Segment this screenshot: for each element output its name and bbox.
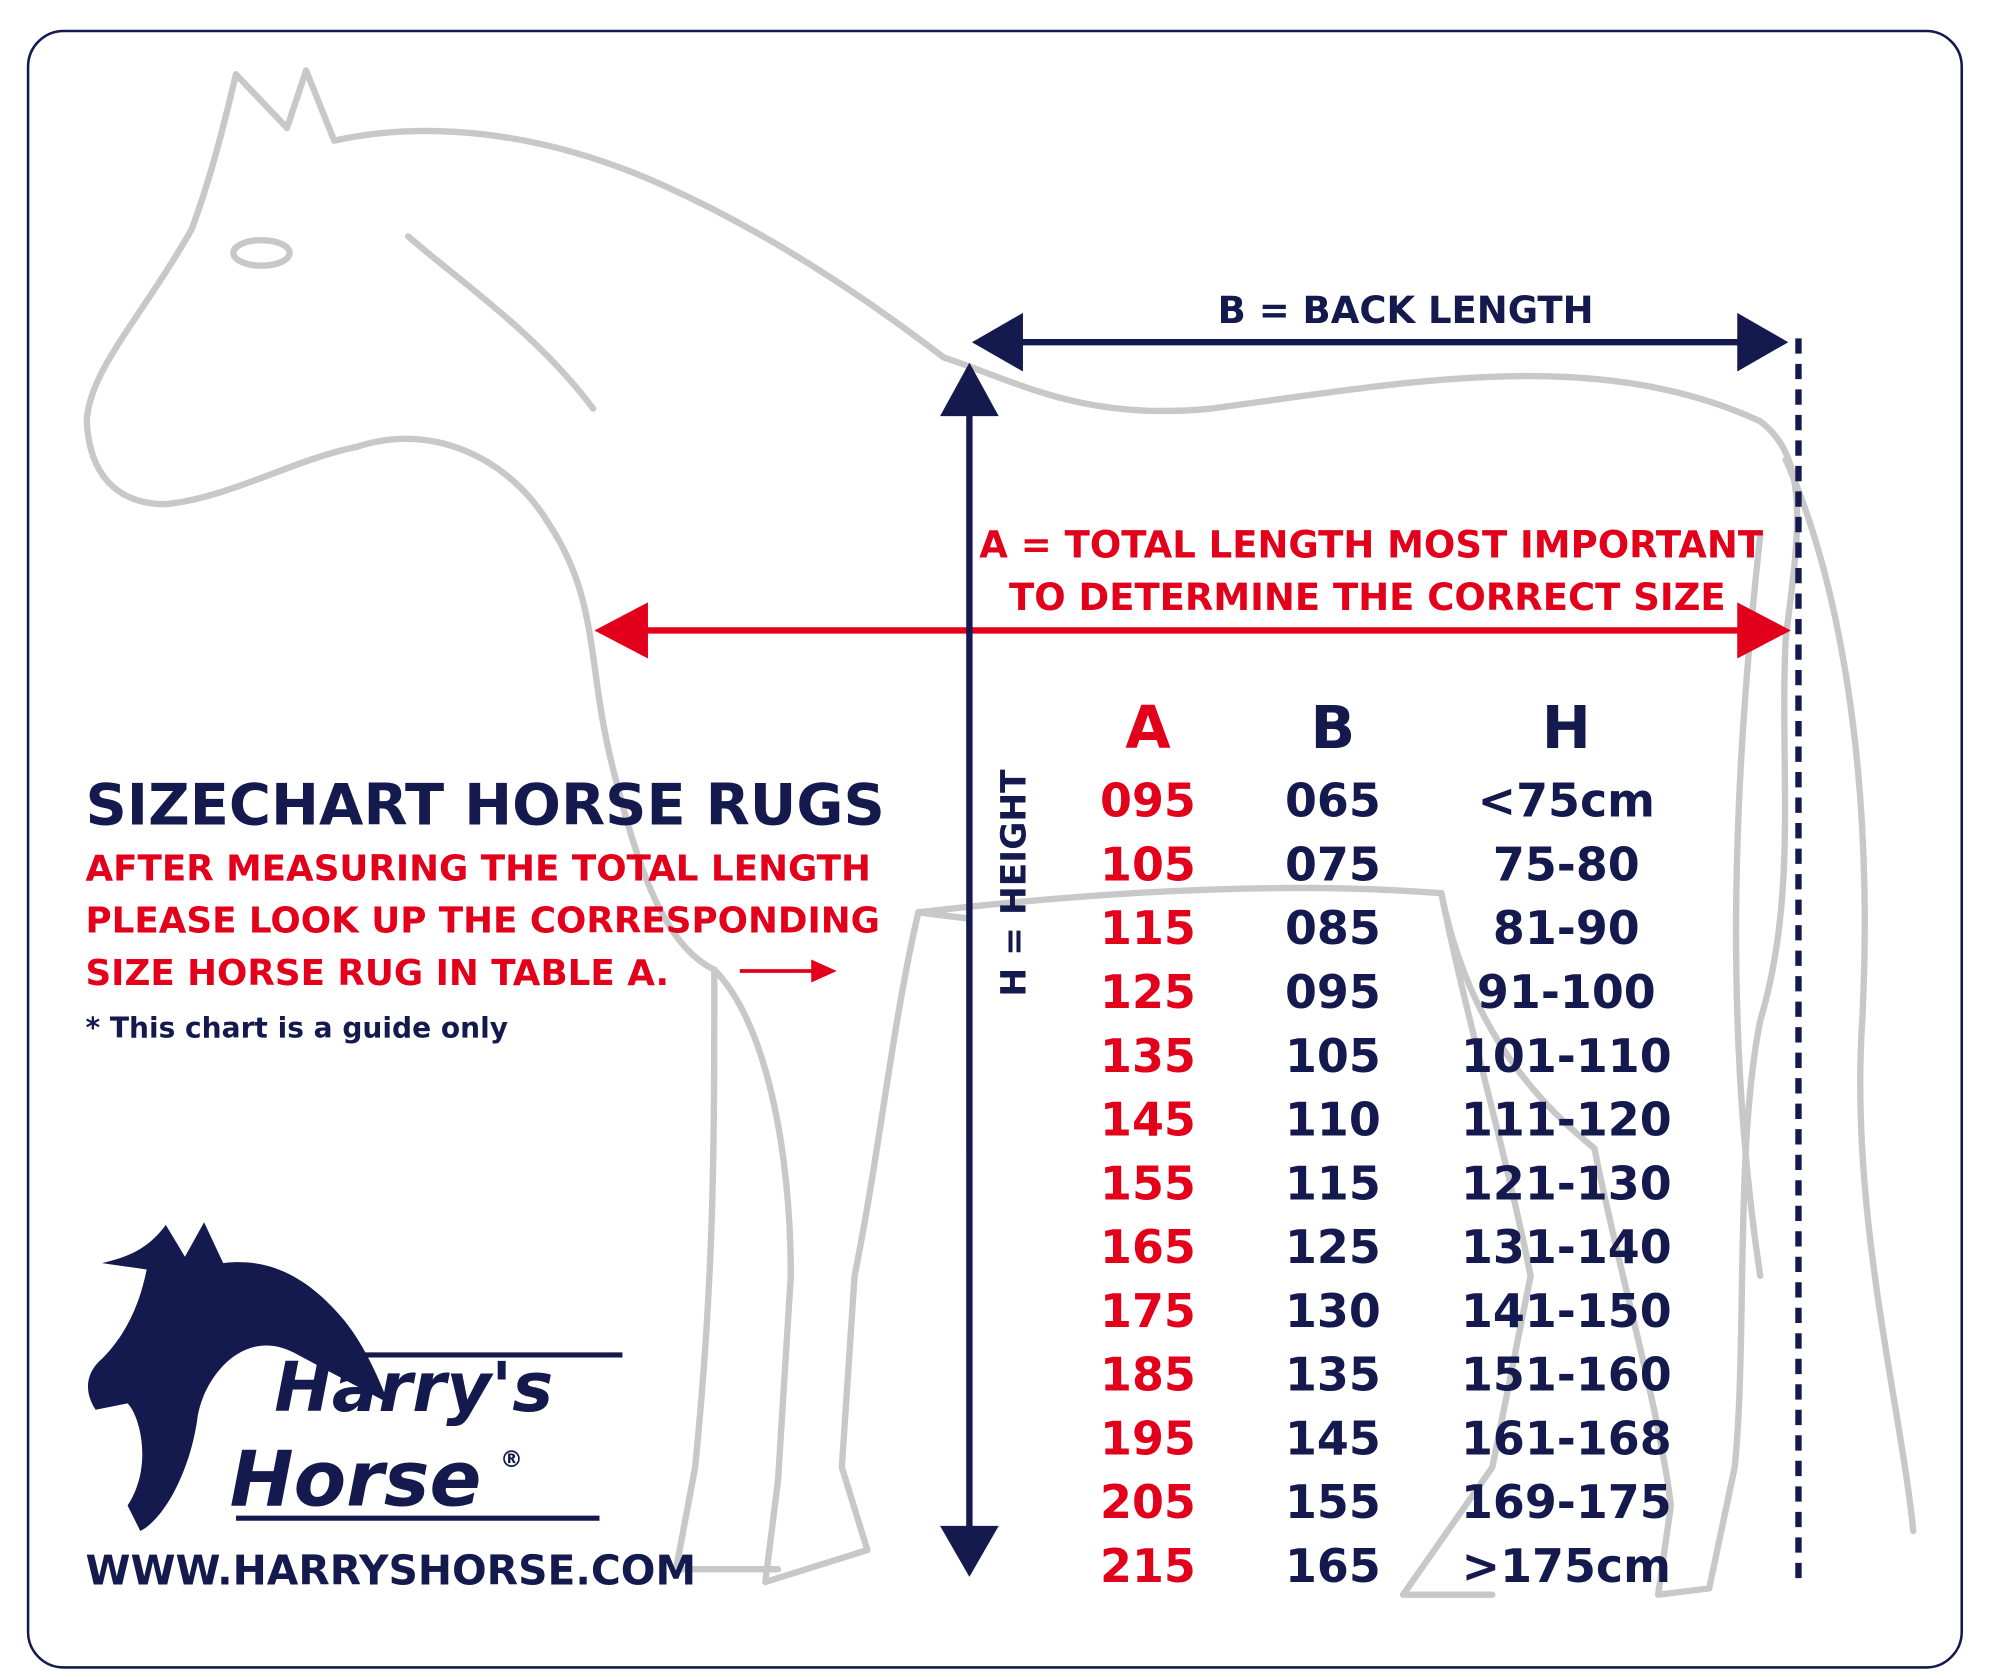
horse-head-logo-icon — [87, 1222, 390, 1531]
instruction-line-2: PLEASE LOOK UP THE CORRESPONDING — [85, 901, 880, 942]
back-length-arrow — [971, 312, 1789, 372]
size-a-cell: 095 — [1100, 774, 1196, 828]
size-a-cell: 175 — [1100, 1284, 1196, 1338]
total-length-label-line2: TO DETERMINE THE CORRECT SIZE — [1009, 576, 1726, 619]
size-b-cell: 155 — [1285, 1475, 1381, 1529]
size-h-cell: 91-100 — [1477, 965, 1656, 1019]
table-row: 215 165 >175cm — [1100, 1539, 1671, 1593]
size-b-cell: 085 — [1285, 901, 1381, 955]
size-a-cell: 105 — [1100, 837, 1196, 891]
logo-registered-mark: ® — [500, 1447, 523, 1473]
back-length-label: B = BACK LENGTH — [1218, 289, 1594, 332]
size-h-cell: 151-160 — [1461, 1348, 1672, 1402]
size-b-cell: 135 — [1285, 1348, 1381, 1402]
logo-text-horse: Horse — [230, 1435, 482, 1524]
size-a-cell: 205 — [1100, 1475, 1196, 1529]
size-h-cell: 131-140 — [1461, 1220, 1672, 1274]
size-a-cell: 195 — [1100, 1411, 1196, 1465]
table-row: 115 085 81-90 — [1100, 901, 1640, 955]
table-row: 195 145 161-168 — [1100, 1411, 1672, 1465]
table-row: 125 095 91-100 — [1100, 965, 1656, 1019]
size-h-cell: 169-175 — [1461, 1475, 1672, 1529]
total-length-label-line1: A = TOTAL LENGTH MOST IMPORTANT — [979, 524, 1764, 567]
header-h: H — [1542, 694, 1591, 762]
instruction-line-1: AFTER MEASURING THE TOTAL LENGTH — [85, 848, 870, 889]
card-border — [26, 29, 1964, 1669]
size-a-cell: 125 — [1100, 965, 1196, 1019]
size-h-cell: <75cm — [1478, 774, 1655, 828]
header-a: A — [1125, 694, 1171, 762]
size-h-cell: 101-110 — [1461, 1029, 1672, 1083]
size-a-cell: 155 — [1100, 1156, 1196, 1210]
size-h-cell: >175cm — [1462, 1539, 1671, 1593]
size-h-cell: 75-80 — [1493, 837, 1640, 891]
table-row: 165 125 131-140 — [1100, 1220, 1672, 1274]
size-h-cell: 141-150 — [1461, 1284, 1672, 1338]
size-b-cell: 075 — [1285, 837, 1381, 891]
table-row: 145 110 111-120 — [1100, 1093, 1672, 1147]
size-b-cell: 145 — [1285, 1411, 1381, 1465]
height-label: H = HEIGHT — [995, 769, 1035, 997]
table-row: 175 130 141-150 — [1100, 1284, 1672, 1338]
header-b: B — [1311, 694, 1356, 762]
size-h-cell: 161-168 — [1461, 1411, 1672, 1465]
height-arrow — [940, 362, 999, 1577]
website-link[interactable]: WWW.HARRYSHORSE.COM — [85, 1547, 696, 1595]
size-a-cell: 185 — [1100, 1348, 1196, 1402]
size-h-cell: 81-90 — [1493, 901, 1640, 955]
harrys-horse-logo: Harry's Horse ® — [87, 1222, 623, 1531]
size-h-cell: 121-130 — [1461, 1156, 1672, 1210]
pointer-arrow — [739, 959, 837, 983]
table-row: 205 155 169-175 — [1100, 1475, 1672, 1529]
table-row: 095 065 <75cm — [1100, 774, 1655, 828]
guide-note: * This chart is a guide only — [85, 1011, 508, 1044]
total-length-arrow — [594, 602, 1791, 659]
table-row: 105 075 75-80 — [1100, 837, 1640, 891]
size-b-cell: 105 — [1285, 1029, 1381, 1083]
size-b-cell: 125 — [1285, 1220, 1381, 1274]
size-b-cell: 130 — [1285, 1284, 1381, 1338]
size-b-cell: 095 — [1285, 965, 1381, 1019]
table-row: 185 135 151-160 — [1100, 1348, 1672, 1402]
size-h-cell: 111-120 — [1461, 1093, 1672, 1147]
size-b-cell: 165 — [1285, 1539, 1381, 1593]
instruction-line-3: SIZE HORSE RUG IN TABLE A. — [85, 953, 669, 994]
table-row: 135 105 101-110 — [1100, 1029, 1672, 1083]
size-b-cell: 065 — [1285, 774, 1381, 828]
size-a-cell: 145 — [1100, 1093, 1196, 1147]
size-b-cell: 115 — [1285, 1156, 1381, 1210]
horse-outline-illustration — [83, 67, 1917, 1598]
size-a-cell: 115 — [1100, 901, 1196, 955]
page-title: SIZECHART HORSE RUGS — [85, 771, 884, 838]
table-row: 155 115 121-130 — [1100, 1156, 1672, 1210]
size-b-cell: 110 — [1285, 1093, 1381, 1147]
size-a-cell: 215 — [1100, 1539, 1196, 1593]
size-a-cell: 165 — [1100, 1220, 1196, 1274]
size-a-cell: 135 — [1100, 1029, 1196, 1083]
logo-text-harrys: Harry's — [274, 1348, 553, 1428]
